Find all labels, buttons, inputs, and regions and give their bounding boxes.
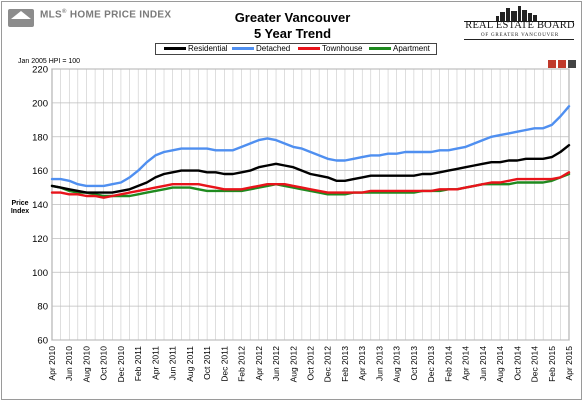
index-base-note: Jan 2005 HPI = 100 [18,58,81,65]
x-tick-label: Oct 2012 [306,346,316,381]
x-tick-label: Oct 2013 [409,346,419,381]
legend-item-residential: Residential [164,44,228,54]
series-line-residential [50,143,571,194]
skyline-logo-icon [464,6,574,40]
x-tick-label: Dec 2014 [530,346,540,383]
x-tick-label: Apr 2012 [254,346,264,381]
mls-hpi-logo-text: MLS® HOME PRICE INDEX [40,9,172,21]
x-tick-label: Jun 2011 [168,346,178,381]
legend-item-detached: Detached [232,44,290,54]
chart-title: Greater Vancouver [234,10,351,25]
y-tick-label: 200 [32,98,48,109]
x-tick-label: Oct 2014 [512,346,522,381]
y-tick-label: 220 [32,65,48,76]
board-subtitle: OF GREATER VANCOUVER [480,33,560,38]
x-tick-label: Feb 2014 [443,346,453,382]
series-line-townhouse [50,171,571,199]
chart-legend: Residential Detached Townhouse Apartment [155,43,437,55]
x-tick-label: Feb 2011 [133,346,143,382]
x-tick-label: Apr 2013 [357,346,367,381]
x-tick-label: Aug 2011 [185,346,195,382]
series-line-detached [50,105,571,188]
legend-swatch-apartment [369,47,391,51]
x-tick-label: Jun 2010 [64,346,74,381]
x-tick-label: Apr 2015 [564,346,574,381]
legend-swatch-residential [164,47,186,51]
x-tick-label: Feb 2013 [340,346,350,382]
roof-icon [11,11,31,19]
y-tick-label: 180 [32,132,48,143]
x-tick-label: Oct 2011 [202,346,212,380]
y-tick-label: 140 [32,200,48,211]
x-tick-label: Dec 2013 [426,346,436,383]
x-tick-label: Aug 2014 [495,346,505,383]
x-tick-label: Apr 2010 [47,346,57,381]
y-tick-label: 100 [32,268,48,279]
board-name: REAL ESTATE BOARD [465,20,575,31]
y-axis-label: Price Index [10,200,30,215]
x-tick-label: Apr 2014 [461,346,471,381]
x-tick-label: Apr 2011 [150,346,160,380]
x-tick-label: Dec 2010 [116,346,126,383]
legend-swatch-detached [232,47,254,51]
x-tick-label: Feb 2015 [547,346,557,382]
legend-item-townhouse: Townhouse [298,44,362,54]
x-tick-label: Dec 2012 [323,346,333,383]
x-tick-label: Oct 2010 [99,346,109,381]
legend-item-apartment: Apartment [369,44,430,54]
y-tick-label: 80 [37,302,48,313]
x-tick-label: Feb 2012 [237,346,247,382]
y-tick-label: 160 [32,166,48,177]
x-tick-label: Jun 2014 [478,346,488,381]
y-tick-label: 60 [37,336,48,347]
x-tick-label: Aug 2013 [392,346,402,383]
chart-subtitle: 5 Year Trend [253,26,332,41]
x-tick-label: Jun 2012 [271,346,281,381]
y-tick-label: 120 [32,234,48,245]
realtor-badge-icons [548,60,576,68]
x-tick-label: Jun 2013 [374,346,384,381]
x-tick-label: Aug 2012 [288,346,298,383]
legend-swatch-townhouse [298,47,320,51]
x-tick-label: Aug 2010 [81,346,91,383]
x-tick-label: Dec 2011 [219,346,229,382]
